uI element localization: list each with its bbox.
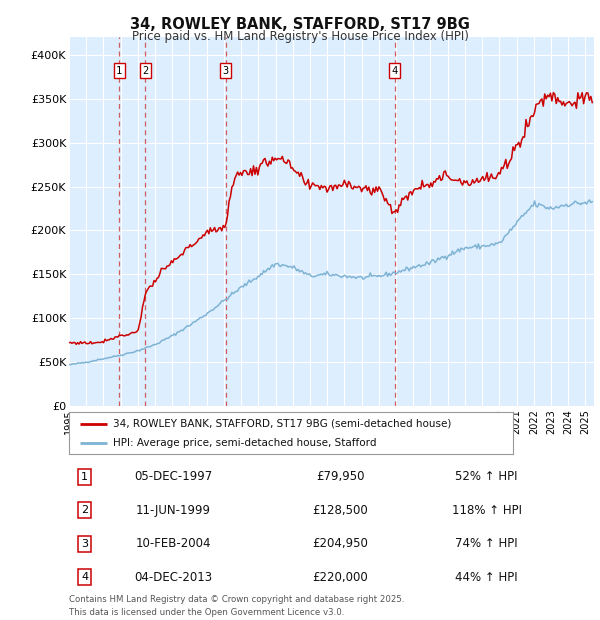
Text: 04-DEC-2013: 04-DEC-2013	[134, 571, 212, 583]
Text: 3: 3	[223, 66, 229, 76]
Text: £128,500: £128,500	[313, 504, 368, 516]
Text: 34, ROWLEY BANK, STAFFORD, ST17 9BG (semi-detached house): 34, ROWLEY BANK, STAFFORD, ST17 9BG (sem…	[113, 418, 452, 428]
Text: 44% ↑ HPI: 44% ↑ HPI	[455, 571, 518, 583]
Text: 1: 1	[81, 472, 88, 482]
Text: Price paid vs. HM Land Registry's House Price Index (HPI): Price paid vs. HM Land Registry's House …	[131, 30, 469, 43]
Text: 10-FEB-2004: 10-FEB-2004	[136, 538, 211, 550]
Text: 05-DEC-1997: 05-DEC-1997	[134, 471, 212, 483]
Text: 4: 4	[81, 572, 88, 582]
Text: £220,000: £220,000	[313, 571, 368, 583]
Text: 34, ROWLEY BANK, STAFFORD, ST17 9BG: 34, ROWLEY BANK, STAFFORD, ST17 9BG	[130, 17, 470, 32]
Text: 4: 4	[392, 66, 398, 76]
Text: 11-JUN-1999: 11-JUN-1999	[136, 504, 211, 516]
Text: HPI: Average price, semi-detached house, Stafford: HPI: Average price, semi-detached house,…	[113, 438, 377, 448]
Text: 52% ↑ HPI: 52% ↑ HPI	[455, 471, 518, 483]
Text: £204,950: £204,950	[313, 538, 368, 550]
Text: Contains HM Land Registry data © Crown copyright and database right 2025.
This d: Contains HM Land Registry data © Crown c…	[69, 595, 404, 617]
Text: 74% ↑ HPI: 74% ↑ HPI	[455, 538, 518, 550]
Text: 2: 2	[81, 505, 88, 515]
Text: 3: 3	[81, 539, 88, 549]
Text: £79,950: £79,950	[316, 471, 365, 483]
Text: 118% ↑ HPI: 118% ↑ HPI	[452, 504, 521, 516]
Text: 2: 2	[142, 66, 149, 76]
Text: 1: 1	[116, 66, 122, 76]
